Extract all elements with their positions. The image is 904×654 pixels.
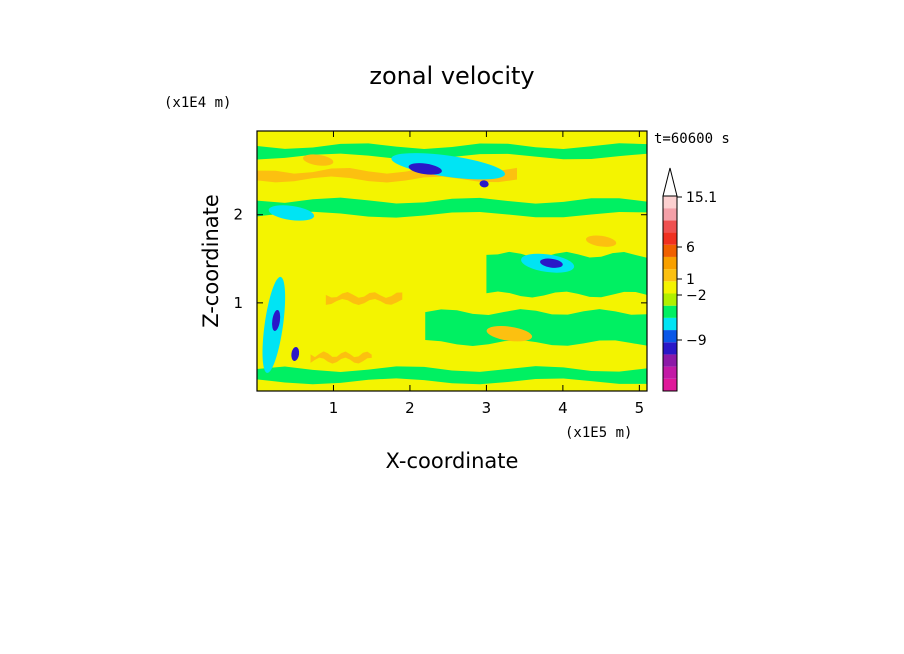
x-axis: 1 2 3 4 5 [329, 131, 644, 417]
colorbar-label: 1 [686, 272, 695, 288]
colorbar-segment [663, 317, 677, 331]
colorbar-segment [663, 232, 677, 245]
y-axis: 12 [233, 206, 647, 312]
colorbar-frame [662, 195, 678, 392]
y-tick-label: 1 [233, 294, 243, 312]
field-band [257, 143, 647, 160]
y-tick-label: 2 [233, 206, 243, 224]
colorbar-label: −2 [686, 288, 707, 304]
colorbar-segment [663, 293, 677, 306]
chart-title: zonal velocity [369, 62, 534, 90]
colorbar-segment [663, 256, 677, 270]
colorbar-segment [663, 208, 677, 221]
x-tick-label: 1 [329, 399, 339, 417]
colorbar-segment [663, 342, 677, 355]
field-feature [479, 180, 489, 188]
colorbar-segment [663, 220, 677, 233]
colorbar-segment [663, 378, 677, 391]
colorbar-segment [663, 354, 677, 367]
colorbar-label: 15.1 [686, 190, 717, 206]
field-feature [585, 235, 617, 247]
colorbar-segment [663, 196, 677, 209]
field-feature [486, 326, 533, 342]
field-feature [268, 205, 315, 221]
plot-frame [256, 130, 648, 392]
x-tick-label: 3 [482, 399, 492, 417]
colorbar-segment [663, 269, 677, 282]
colorbar: 15.1 6 1−2 −9 [662, 167, 717, 392]
y-unit-label: (x1E4 m) [164, 95, 231, 111]
field-feature [540, 258, 563, 268]
field-band [257, 197, 647, 218]
time-label: t=60600 s [654, 131, 730, 147]
x-axis-title: X-coordinate [386, 449, 519, 473]
x-tick-label: 2 [405, 399, 415, 417]
colorbar-segment [663, 244, 677, 257]
field-feature [303, 154, 334, 166]
colorbar-segment [663, 330, 677, 343]
field-feature [408, 163, 442, 175]
field-band [425, 309, 647, 346]
colorbar-segment [663, 366, 677, 379]
colorbar-label: 6 [686, 240, 695, 256]
field-band [486, 251, 647, 298]
colorbar-segment [663, 305, 677, 318]
y-axis-title: Z-coordinate [199, 194, 223, 328]
colorbar-segment [663, 281, 677, 294]
field-band [257, 366, 647, 385]
field-feature [391, 153, 505, 180]
x-unit-label: (x1E5 m) [565, 425, 632, 441]
x-tick-label: 4 [558, 399, 568, 417]
colorbar-extend-arrow [662, 167, 678, 197]
velocity-field [257, 131, 647, 391]
field-band [325, 291, 403, 305]
x-tick-label: 5 [635, 399, 645, 417]
colorbar-label: −9 [686, 333, 707, 349]
field-band [310, 351, 372, 364]
field-feature [272, 310, 281, 331]
field-feature [291, 346, 300, 361]
